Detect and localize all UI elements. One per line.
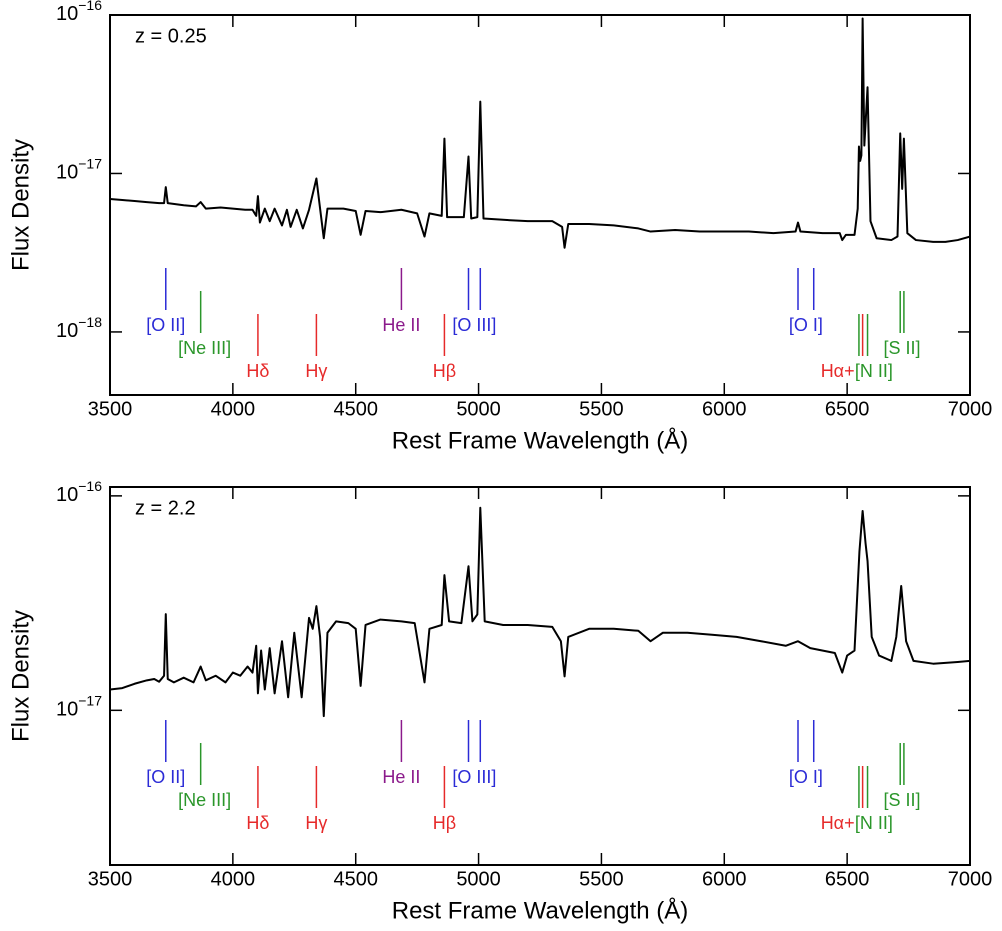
marker-label: [Ne III] — [178, 338, 231, 358]
marker-label: Hβ — [433, 361, 456, 381]
y-tick-exponent: −18 — [78, 314, 102, 330]
y-tick-exponent: −17 — [78, 155, 102, 171]
marker-label: Hα+ — [821, 813, 855, 833]
y-tick-exponent: −16 — [78, 0, 102, 13]
x-tick-label: 4000 — [211, 398, 256, 420]
marker-label: [S II] — [884, 338, 921, 358]
x-tick-label: 7000 — [948, 868, 993, 890]
x-tick-label: 6500 — [825, 868, 870, 890]
y-tick-label: 10−16 — [56, 478, 102, 507]
marker-label: Hγ — [305, 813, 327, 833]
y-tick-base: 10 — [56, 320, 78, 342]
marker-label: [O III] — [452, 767, 496, 787]
annotation: z = 2.2 — [135, 497, 196, 519]
x-tick-label: 6500 — [825, 398, 870, 420]
x-tick-label: 5000 — [456, 868, 501, 890]
marker-label: He II — [382, 315, 420, 335]
y-tick-label: 10−18 — [56, 314, 102, 343]
x-axis-title: Rest Frame Wavelength (Å) — [392, 896, 689, 924]
y-axis-title: Flux Density — [7, 610, 34, 742]
x-tick-label: 7000 — [948, 398, 993, 420]
marker-label: [S II] — [884, 790, 921, 810]
y-tick-exponent: −16 — [78, 478, 102, 494]
marker-label: Hα+ — [821, 361, 855, 381]
x-tick-label: 4500 — [333, 868, 378, 890]
x-tick-label: 5500 — [579, 868, 624, 890]
spectrum-line — [110, 17, 970, 249]
marker-label: Hβ — [433, 813, 456, 833]
marker-label: [O II] — [146, 315, 185, 335]
x-axis-title: Rest Frame Wavelength (Å) — [392, 426, 689, 454]
marker-label: Hγ — [305, 361, 327, 381]
marker-label: Hδ — [246, 813, 269, 833]
x-tick-label: 4000 — [211, 868, 256, 890]
marker-label: Hδ — [246, 361, 269, 381]
y-tick-base: 10 — [56, 162, 78, 184]
x-tick-label: 5000 — [456, 398, 501, 420]
y-tick-base: 10 — [56, 3, 78, 25]
x-tick-label: 6000 — [702, 868, 747, 890]
marker-label: [N II] — [855, 813, 893, 833]
y-tick-base: 10 — [56, 699, 78, 721]
plot-frame — [109, 14, 971, 396]
y-tick-label: 10−17 — [56, 155, 102, 184]
spectrum-line — [110, 506, 970, 718]
marker-label: [O I] — [789, 315, 823, 335]
marker-label: He II — [382, 767, 420, 787]
annotation: z = 0.25 — [135, 25, 207, 47]
marker-label: [O I] — [789, 767, 823, 787]
y-tick-base: 10 — [56, 484, 78, 506]
marker-label: [O III] — [452, 315, 496, 335]
y-tick-label: 10−16 — [56, 0, 102, 25]
marker-label: [N II] — [855, 361, 893, 381]
y-tick-exponent: −17 — [78, 692, 102, 708]
x-tick-label: 6000 — [702, 398, 747, 420]
marker-label: [Ne III] — [178, 790, 231, 810]
x-tick-label: 3500 — [88, 398, 133, 420]
x-tick-label: 3500 — [88, 868, 133, 890]
plot-frame — [109, 486, 971, 866]
marker-label: [O II] — [146, 767, 185, 787]
y-tick-label: 10−17 — [56, 692, 102, 721]
x-tick-label: 5500 — [579, 398, 624, 420]
x-tick-label: 4500 — [333, 398, 378, 420]
y-axis-title: Flux Density — [7, 139, 34, 271]
